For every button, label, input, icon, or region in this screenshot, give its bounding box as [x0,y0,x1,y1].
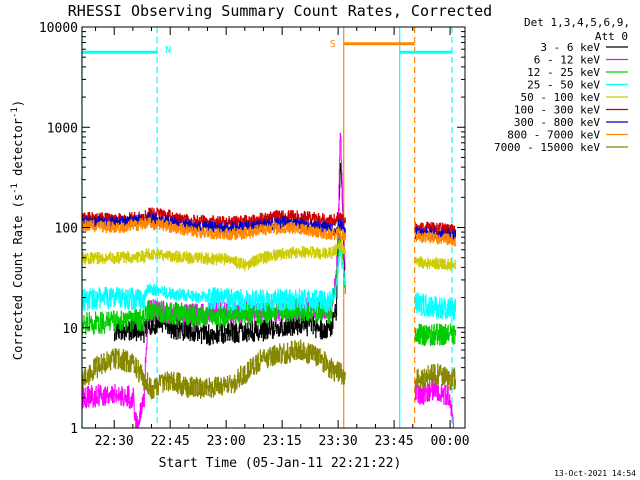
legend-label: 25 - 50 keV [527,79,600,92]
x-tick-label: 23:15 [263,434,302,449]
x-tick-label: 23:45 [375,434,414,449]
y-tick-label: 1 [70,422,78,437]
series-line-3-6-kev [114,163,346,346]
legend-label: 12 - 25 keV [527,66,600,79]
series-line-50-100-kev [81,239,346,272]
series-line-7000-15000-kev [81,339,346,400]
chart-title: RHESSI Observing Summary Count Rates, Co… [68,2,492,20]
y-tick-label: 10000 [39,21,78,36]
y-axis-label: Corrected Count Rate (s-1 detector-1) [10,100,25,360]
series-line-12-25-kev [414,323,456,347]
x-axis-label: Start Time (05-Jan-11 22:21:22) [159,456,402,471]
legend-label: 3 - 6 keV [540,41,600,54]
axes-layer: 1 10 100 1000 10000 22:30 22:45 23:00 23:15 23:30… [39,21,470,449]
x-tick-label: 23:00 [207,434,246,449]
legend-label: 6 - 12 keV [534,54,601,67]
x-tick-label: 23:30 [319,434,358,449]
y-axis-label-exp: -1 [10,183,20,194]
y-axis-label-exp2: -1 [10,107,20,118]
legend-label: 50 - 100 keV [521,91,601,104]
y-tick-label: 10 [62,322,78,337]
legend-label: 7000 - 15000 keV [494,141,600,154]
legend-header-line2: Att 0 [595,30,628,43]
annotation-saa: S [330,39,336,50]
legend-label: 300 - 800 keV [514,116,600,129]
legend-header: Det 1,3,4,5,6,9, [524,16,630,29]
x-tick-label: 00:00 [431,434,470,449]
legend-label: 100 - 300 keV [514,104,600,117]
x-tick-label: 22:45 [151,434,190,449]
x-tick-label: 22:30 [95,434,134,449]
series-line-7000-15000-kev [414,363,456,392]
y-axis-label-mid: detector [11,118,25,183]
annotation-night: N [165,45,171,56]
date-stamp: 13-Oct-2021 14:54 [554,469,636,478]
y-axis-label-end: ) [11,100,25,107]
series-line-800-7000-kev [81,217,346,243]
series-line-25-50-kev [81,243,346,313]
series-line-300-800-kev [414,226,456,242]
series-line-50-100-kev [414,255,456,271]
series-layer [81,132,456,429]
series-line-800-7000-kev [414,231,456,247]
legend-label: 800 - 7000 keV [507,129,600,142]
y-axis-label-main: Corrected Count Rate (s [11,194,25,360]
series-line-25-50-kev [414,292,456,321]
series-line-12-25-kev [81,232,346,335]
y-tick-label: 100 [55,222,78,237]
y-tick-label: 1000 [47,121,78,136]
